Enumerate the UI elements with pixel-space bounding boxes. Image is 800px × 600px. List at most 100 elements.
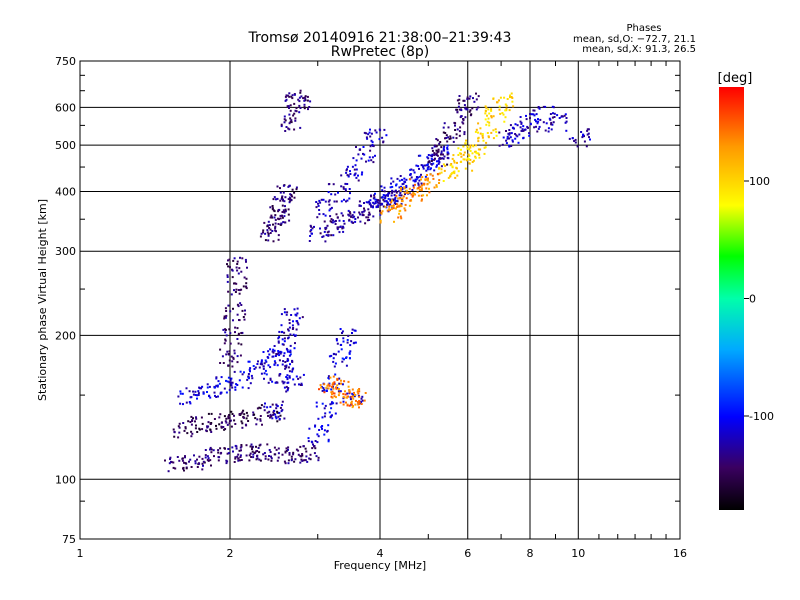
scatter-point [173, 435, 176, 438]
scatter-point [488, 112, 491, 115]
scatter-point [341, 227, 344, 230]
scatter-point [333, 365, 336, 368]
scatter-point [466, 98, 469, 100]
scatter-point [258, 366, 261, 369]
scatter-point [408, 187, 411, 190]
scatter-point [220, 376, 223, 379]
scatter-point [263, 409, 266, 412]
scatter-point [435, 184, 438, 187]
scatter-point [281, 214, 283, 217]
scatter-point [283, 121, 286, 124]
scatter-point [363, 131, 366, 134]
scatter-point [286, 94, 289, 97]
scatter-point [287, 127, 290, 130]
scatter-point [343, 358, 345, 361]
scatter-point [179, 392, 182, 395]
scatter-point [330, 391, 333, 394]
scatter-point [342, 230, 345, 233]
scatter-point [311, 227, 314, 230]
scatter-point [289, 117, 292, 120]
scatter-point [332, 183, 335, 186]
scatter-point [298, 96, 301, 99]
scatter-point [263, 405, 266, 408]
scatter-point [279, 350, 282, 353]
scatter-point [269, 378, 272, 381]
scatter-point [399, 209, 402, 212]
scatter-point [393, 190, 396, 193]
scatter-point [535, 120, 537, 123]
scatter-point [398, 212, 401, 215]
scatter-point [254, 451, 256, 454]
scatter-point [293, 347, 296, 350]
scatter-point [549, 118, 552, 121]
scatter-point [236, 303, 239, 306]
scatter-point [350, 403, 353, 406]
scatter-point [383, 186, 386, 189]
scatter-point [322, 198, 325, 201]
scatter-point [287, 359, 290, 362]
scatter-point [283, 381, 286, 384]
scatter-point [213, 391, 216, 394]
scatter-point [520, 129, 523, 132]
scatter-point [264, 359, 267, 362]
scatter-point [231, 381, 234, 384]
scatter-point [446, 148, 449, 151]
scatter-point [340, 379, 342, 382]
scatter-point [328, 411, 331, 414]
scatter-point [280, 324, 283, 327]
scatter-point [278, 418, 281, 420]
scatter-point [201, 422, 204, 425]
scatter-point [241, 373, 244, 376]
scatter-point [483, 152, 486, 155]
scatter-point [342, 403, 345, 406]
scatter-point [381, 189, 384, 192]
scatter-point [210, 412, 213, 415]
scatter-point [262, 453, 265, 456]
scatter-point [259, 419, 262, 422]
scatter-point [285, 126, 288, 128]
scatter-point [267, 458, 270, 461]
scatter-point [277, 352, 280, 355]
scatter-point [198, 428, 201, 431]
scatter-point [571, 137, 574, 140]
scatter-point [286, 358, 289, 360]
scatter-point [334, 373, 337, 376]
scatter-point [207, 412, 210, 415]
scatter-point [288, 92, 291, 95]
scatter-point [303, 459, 306, 462]
scatter-point [264, 239, 267, 242]
scatter-point [168, 462, 171, 465]
scatter-point [288, 370, 291, 373]
scatter-point [417, 183, 420, 186]
scatter-point [325, 386, 328, 389]
scatter-point [318, 209, 321, 211]
scatter-point [256, 363, 259, 365]
scatter-point [383, 128, 386, 131]
scatter-point [385, 200, 388, 203]
scatter-point [475, 152, 478, 155]
scatter-point [256, 454, 259, 457]
scatter-point [354, 172, 357, 175]
scatter-point [486, 120, 489, 123]
scatter-point [349, 173, 352, 175]
scatter-point [226, 280, 229, 283]
scatter-point [345, 364, 348, 367]
scatter-point [277, 223, 280, 225]
scatter-point [323, 429, 326, 432]
scatter-point [287, 336, 290, 339]
scatter-point [544, 129, 547, 132]
scatter-point [293, 460, 296, 463]
scatter-point [430, 157, 433, 160]
scatter-point [330, 388, 333, 391]
scatter-point [252, 453, 255, 456]
scatter-point [432, 162, 435, 165]
scatter-point [243, 413, 246, 416]
scatter-point [283, 200, 286, 203]
scatter-point [286, 105, 289, 108]
scatter-point [228, 359, 231, 362]
scatter-point [468, 154, 471, 157]
scatter-point [415, 164, 418, 167]
scatter-point [269, 416, 271, 419]
scatter-point [357, 401, 360, 404]
